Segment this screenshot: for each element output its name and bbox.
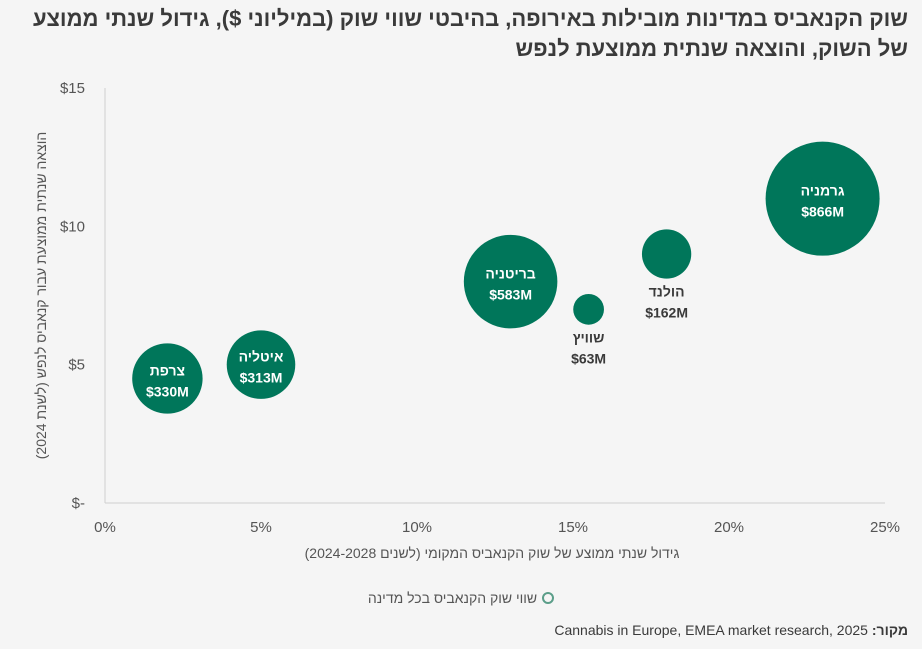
- source-text: Cannabis in Europe, EMEA market research…: [554, 622, 868, 638]
- bubble-country-label: צרפת: [150, 363, 185, 379]
- bubble: [573, 293, 604, 325]
- bubble-country-label: בריטניה: [485, 266, 535, 282]
- legend-marker: [542, 592, 555, 605]
- source-note: מקור: Cannabis in Europe, EMEA market re…: [554, 622, 908, 638]
- bubble: [226, 330, 296, 399]
- legend: שווי שוק הקנאביס בכל מדינה: [0, 590, 922, 606]
- bubble-value-label: $162M: [645, 305, 688, 321]
- x-tick-label: 15%: [558, 519, 588, 536]
- y-axis-title: הוצאה שנתית ממוצעת עבור קנאביס לנפש (לשנ…: [33, 132, 49, 460]
- bubble-value-label: $583M: [489, 287, 532, 303]
- x-tick-label: 25%: [870, 519, 900, 536]
- bubble-country-label: גרמניה: [801, 183, 845, 199]
- x-tick-label: 20%: [714, 519, 744, 536]
- bubble-value-label: $330M: [146, 384, 189, 400]
- y-tick-label: $-: [72, 495, 85, 512]
- source-label: מקור:: [871, 622, 908, 638]
- y-tick-label: $5: [68, 357, 85, 374]
- x-axis-title: גידול שנתי ממוצע של שוק הקנאביס המקומי (…: [305, 545, 680, 561]
- x-tick-label: 5%: [250, 519, 272, 536]
- x-tick-label: 10%: [402, 519, 432, 536]
- bubble: [463, 234, 558, 329]
- bubble: [132, 343, 203, 414]
- y-tick-label: $10: [60, 218, 85, 235]
- bubble-country-label: הולנד: [649, 284, 685, 300]
- bubble-country-label: איטליה: [239, 349, 284, 365]
- legend-label: שווי שוק הקנאביס בכל מדינה: [367, 590, 538, 606]
- chart-title: שוק הקנאביס במדינות מובילות באירופה, בהי…: [32, 6, 908, 61]
- y-tick-label: $15: [60, 80, 85, 97]
- bubble-value-label: $63M: [571, 351, 606, 367]
- bubble-country-label: שוויץ: [573, 330, 605, 346]
- bubble: [765, 141, 880, 256]
- bubble: [641, 229, 692, 279]
- bubble-value-label: $313M: [240, 370, 283, 386]
- bubble-value-label: $866M: [801, 204, 844, 220]
- x-tick-label: 0%: [94, 519, 116, 536]
